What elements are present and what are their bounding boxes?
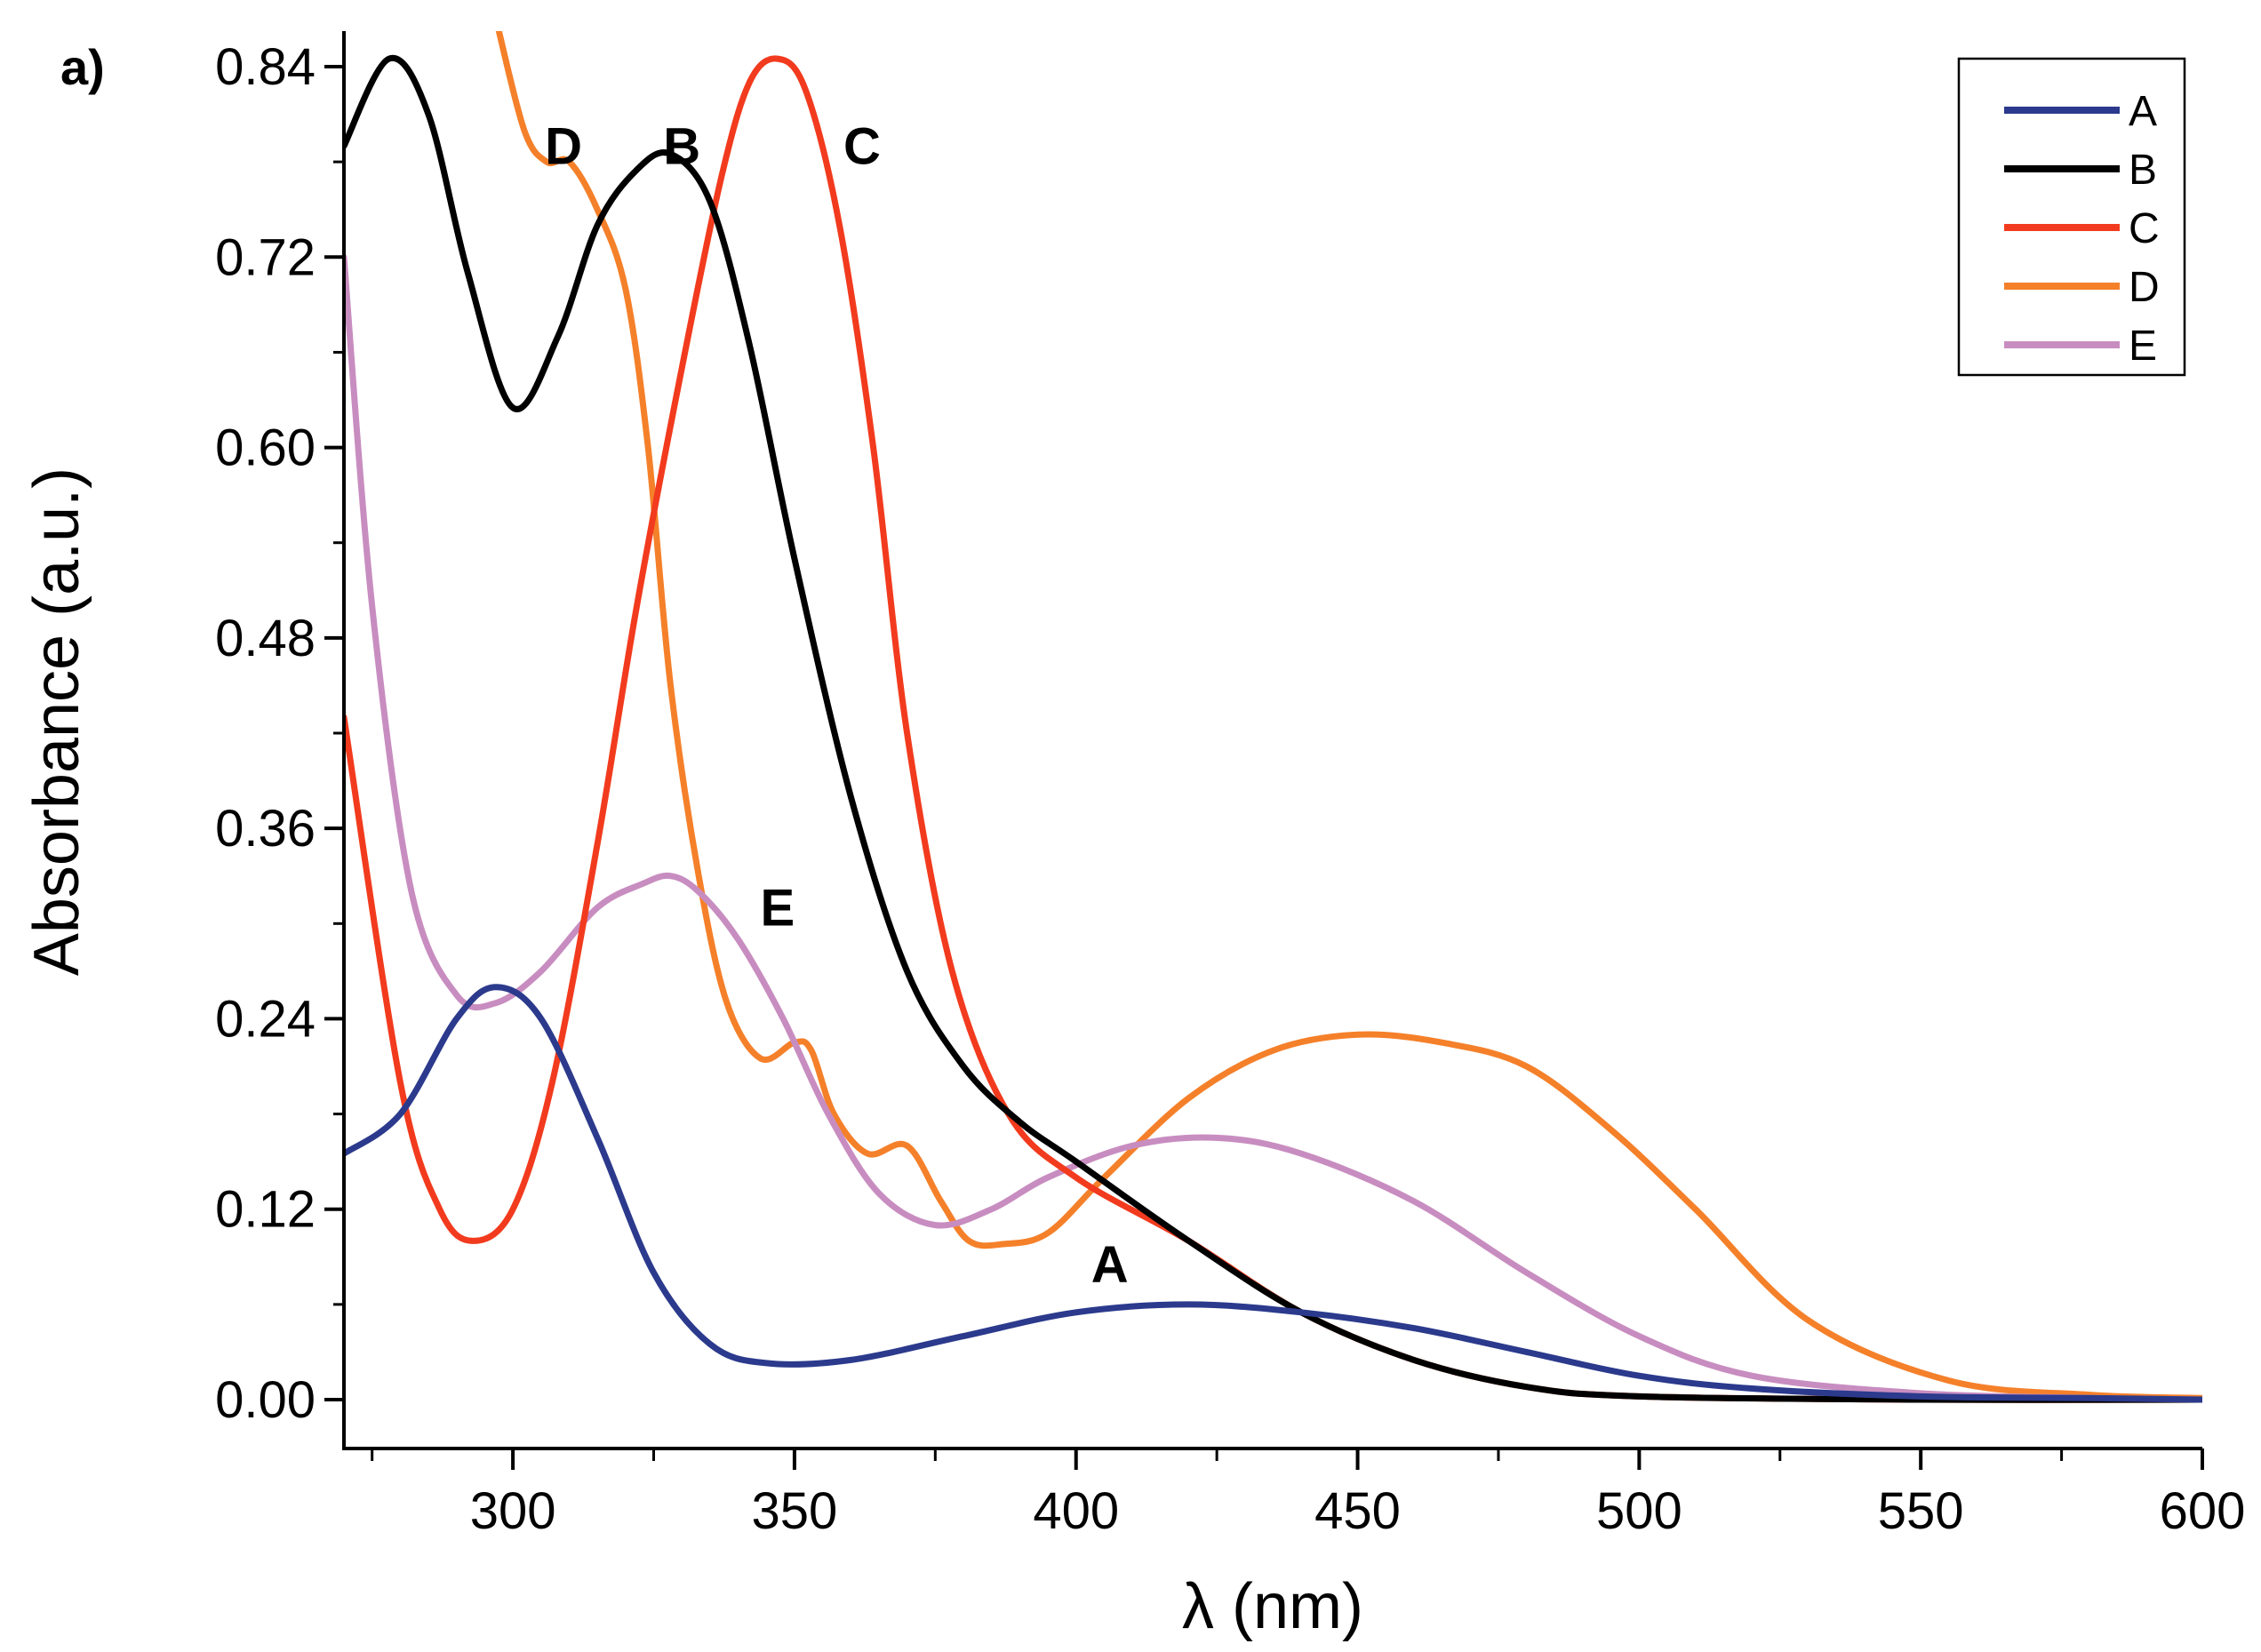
axes [342,31,2202,1450]
x-tick-label: 350 [752,1482,838,1540]
curve-annotations: D B C E A [545,117,1129,1294]
y-tick-label: 0.48 [215,610,316,667]
y-tick-label: 0.24 [215,990,316,1048]
series-curves [344,31,2202,1403]
legend-label-b: B [2129,147,2157,194]
x-axis-title: λ (nm) [1182,1571,1363,1642]
x-tick-label: 400 [1033,1482,1119,1540]
y-tick-label: 0.00 [215,1371,316,1429]
x-ticks: 300 350 400 450 500 550 600 [371,1448,2246,1540]
legend-label-c: C [2129,205,2160,252]
curve-label-b: B [663,117,700,175]
legend-label-d: D [2129,264,2160,311]
x-tick-label: 600 [2160,1482,2246,1540]
legend-label-a: A [2129,88,2157,135]
curve-label-c: C [843,117,881,175]
legend-label-e: E [2129,323,2157,370]
y-ticks: 0.00 0.12 0.24 0.36 0.48 0.60 0.72 0.84 [215,38,344,1429]
series-line-d [495,31,2202,1401]
curve-label-a: A [1091,1236,1129,1294]
x-tick-label: 450 [1314,1482,1401,1540]
x-tick-label: 300 [470,1482,556,1540]
y-tick-label: 0.12 [215,1181,316,1239]
series-line-b [344,54,2202,1403]
series-line-a [344,984,2202,1403]
y-tick-label: 0.36 [215,800,316,858]
y-tick-label: 0.72 [215,228,316,286]
y-tick-label: 0.60 [215,419,316,477]
x-tick-label: 500 [1596,1482,1682,1540]
series-line-e [344,253,2202,1403]
curve-label-d: D [545,117,582,175]
panel-label: a) [60,39,105,95]
curve-label-e: E [761,879,795,937]
y-axis-title: Absorbance (a.u.) [21,467,92,976]
x-tick-label: 550 [1878,1482,1964,1540]
y-tick-label: 0.84 [215,38,316,96]
